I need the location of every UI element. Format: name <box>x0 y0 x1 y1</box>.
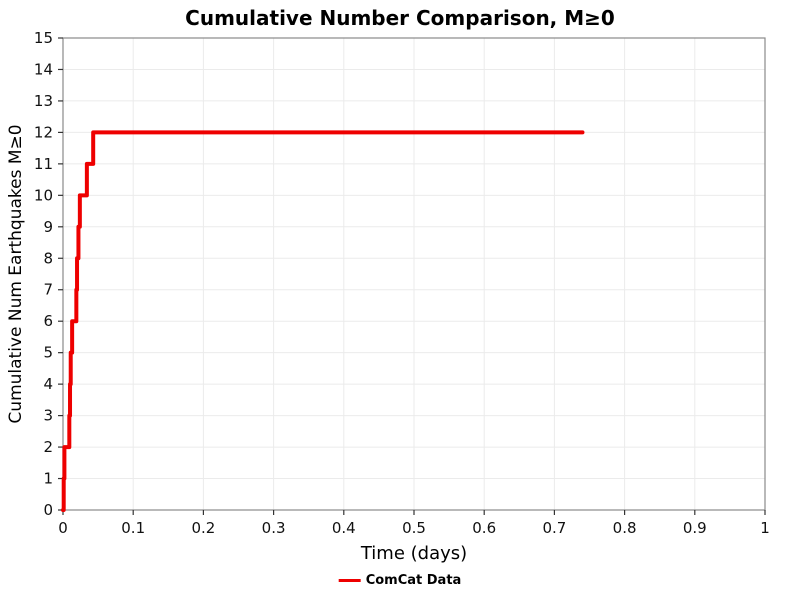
x-tick-label: 0.8 <box>613 519 637 537</box>
y-axis-label: Cumulative Num Earthquakes M≥0 <box>6 124 26 424</box>
y-tick-label: 1 <box>43 470 53 488</box>
x-tick-label: 0.7 <box>542 519 566 537</box>
legend-label: ComCat Data <box>365 573 462 588</box>
legend: ComCat Data <box>338 573 462 588</box>
y-tick-label: 3 <box>43 407 53 425</box>
x-tick-label: 0.5 <box>402 519 426 537</box>
x-tick-label: 0 <box>58 519 68 537</box>
y-tick-label: 13 <box>34 92 53 110</box>
y-tick-label: 6 <box>43 312 53 330</box>
y-tick-label: 0 <box>43 501 53 519</box>
x-tick-label: 0.3 <box>262 519 286 537</box>
x-tick-label: 0.4 <box>332 519 356 537</box>
y-tick-label: 10 <box>34 186 53 204</box>
x-tick-label: 1 <box>760 519 770 537</box>
legend-line-marker <box>338 579 361 582</box>
x-axis-label: Time (days) <box>360 543 468 564</box>
y-tick-label: 8 <box>43 249 53 267</box>
y-tick-label: 2 <box>43 438 53 456</box>
y-tick-label: 11 <box>34 155 53 173</box>
x-tick-label: 0.1 <box>121 519 145 537</box>
y-tick-label: 7 <box>43 281 53 299</box>
y-tick-label: 4 <box>43 375 53 393</box>
y-tick-label: 12 <box>34 123 53 141</box>
chart-title: Cumulative Number Comparison, M≥0 <box>185 6 615 30</box>
y-tick-label: 9 <box>43 218 53 236</box>
y-tick-label: 15 <box>34 29 53 47</box>
y-tick-label: 5 <box>43 344 53 362</box>
series-line-comcat-data <box>61 130 585 512</box>
y-tick-label: 14 <box>34 60 53 78</box>
x-tick-label: 0.6 <box>472 519 496 537</box>
x-tick-label: 0.2 <box>191 519 215 537</box>
x-tick-label: 0.9 <box>683 519 707 537</box>
